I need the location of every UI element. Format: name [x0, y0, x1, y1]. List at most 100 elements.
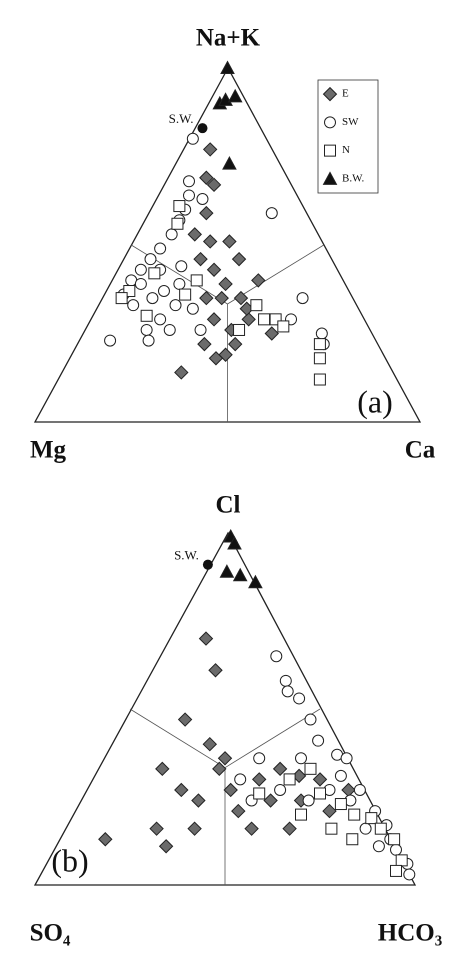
data-point	[191, 793, 206, 808]
data-point	[144, 253, 157, 266]
data-point	[374, 822, 387, 835]
data-point	[251, 772, 267, 787]
data-point	[272, 761, 288, 777]
legend-marker	[324, 116, 336, 129]
data-point	[134, 277, 147, 290]
legend-label: E	[342, 88, 349, 100]
ternary-plot: Cl SO₄ HCO₃ (b) S.W.	[30, 492, 443, 947]
data-point	[334, 798, 347, 811]
data-point	[146, 292, 159, 305]
data-point	[293, 692, 306, 705]
data-point	[134, 263, 147, 276]
data-point	[388, 833, 401, 846]
data-point	[258, 313, 271, 326]
data-point	[270, 650, 283, 663]
data-point	[208, 351, 224, 366]
data-point	[154, 242, 167, 255]
data-point	[279, 674, 292, 687]
data-point	[155, 761, 170, 777]
data-point	[231, 803, 246, 819]
panel-label: (b)	[51, 842, 88, 878]
data-point	[234, 773, 247, 786]
data-point	[199, 290, 214, 306]
data-point	[194, 323, 207, 336]
data-point	[313, 373, 326, 386]
right-vertex-label: HCO₃	[378, 920, 442, 947]
legend-label: N	[342, 144, 350, 156]
data-point	[251, 273, 266, 288]
annotation-point	[197, 123, 208, 134]
data-point	[346, 833, 359, 846]
data-point	[174, 365, 189, 380]
data-point	[187, 821, 202, 836]
data-point	[341, 782, 356, 798]
data-point	[186, 302, 199, 315]
panel-label: (a)	[357, 383, 393, 419]
data-point	[183, 175, 195, 188]
legend: E SW N B.W.	[317, 79, 379, 194]
top-vertex-label: Cl	[216, 492, 241, 519]
data-point	[334, 769, 347, 782]
data-point	[265, 207, 278, 220]
data-point	[227, 536, 242, 550]
data-point	[165, 228, 178, 241]
data-point	[390, 843, 402, 856]
data-point	[149, 821, 164, 836]
data-point	[253, 752, 266, 765]
data-point	[177, 712, 193, 727]
top-vertex-label: Na+K	[196, 25, 261, 52]
data-point	[173, 277, 186, 290]
data-point	[253, 787, 266, 800]
data-point	[348, 808, 361, 821]
data-point	[281, 685, 294, 698]
data-point	[98, 832, 113, 847]
data-point	[187, 227, 202, 242]
data-point	[169, 299, 182, 312]
data-point	[157, 285, 170, 298]
data-point	[227, 88, 243, 103]
data-point	[212, 761, 227, 777]
data-point	[241, 312, 256, 327]
data-point	[296, 292, 309, 305]
data-point	[190, 274, 203, 287]
data-point	[390, 864, 402, 877]
data-point	[127, 299, 140, 312]
data-point	[199, 205, 214, 221]
data-point	[304, 762, 317, 775]
data-point	[295, 808, 307, 821]
annotation-label: S.W.	[174, 548, 199, 563]
data-point	[282, 821, 297, 836]
legend-marker	[324, 144, 336, 157]
data-point	[140, 323, 153, 336]
data-point	[403, 868, 416, 881]
left-vertex-label: Mg	[30, 437, 67, 464]
data-point	[325, 822, 338, 835]
data-point	[208, 663, 223, 678]
data-point	[223, 782, 238, 798]
data-point	[179, 288, 192, 301]
data-point	[219, 564, 235, 578]
data-point	[314, 787, 326, 800]
data-point	[302, 794, 315, 807]
data-point	[313, 352, 326, 365]
data-point	[277, 320, 290, 333]
data-point	[250, 299, 263, 312]
data-point	[104, 334, 117, 347]
data-point	[232, 567, 248, 582]
data-point	[202, 142, 218, 157]
data-point	[183, 189, 195, 202]
data-point	[365, 812, 378, 825]
data-point	[222, 156, 237, 170]
data-point	[171, 217, 184, 230]
data-point	[233, 290, 249, 306]
data-point	[304, 713, 317, 726]
data-point	[173, 200, 186, 213]
legend-label: SW	[342, 116, 359, 128]
data-point	[295, 752, 307, 765]
data-point	[186, 132, 199, 145]
data-point	[163, 323, 176, 336]
data-point	[227, 336, 243, 352]
data-point	[174, 782, 189, 798]
